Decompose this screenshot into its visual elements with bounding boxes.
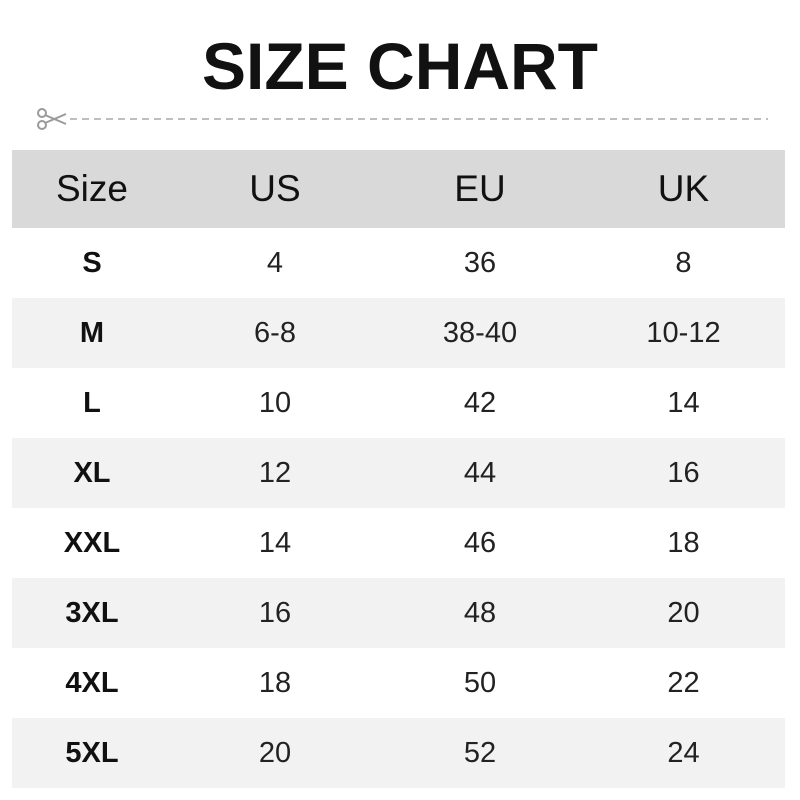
cell-size: M (79, 316, 105, 349)
size-table: Size US EU UK S 4 36 8 M 6-8 38-40 10-12 L 10 42 14… (12, 150, 785, 788)
cell-uk: 10-12 (646, 316, 721, 349)
cell-size: L (83, 386, 101, 419)
cell-eu: 50 (463, 666, 497, 699)
table-row: 5XL 20 52 24 (12, 718, 785, 788)
cell-us: 16 (258, 596, 292, 629)
table-row: S 4 36 8 (12, 228, 785, 298)
table-row: L 10 42 14 (12, 368, 785, 438)
table-row: 3XL 16 48 20 (12, 578, 785, 648)
column-header-eu: EU (454, 168, 506, 209)
cell-eu: 46 (463, 526, 497, 559)
cell-eu: 42 (463, 386, 497, 419)
cell-us: 18 (258, 666, 292, 699)
cell-uk: 18 (667, 526, 700, 559)
table-row: XL 12 44 16 (12, 438, 785, 508)
cell-uk: 20 (667, 596, 700, 629)
cell-eu: 44 (463, 456, 497, 489)
cell-us: 4 (266, 246, 284, 279)
cell-us: 6-8 (254, 316, 296, 349)
cell-size: XXL (63, 526, 121, 559)
column-header-uk: UK (657, 168, 710, 209)
cell-size: 4XL (65, 666, 119, 699)
scissors-icon (37, 108, 67, 130)
cell-us: 10 (258, 386, 292, 419)
cell-uk: 16 (667, 456, 700, 489)
cell-eu: 52 (463, 736, 497, 769)
page-title: SIZE CHART (202, 29, 598, 103)
cell-us: 12 (258, 456, 292, 489)
cell-uk: 8 (675, 246, 692, 279)
column-header-us: US (249, 168, 301, 209)
cell-size: XL (73, 456, 111, 489)
cell-eu: 38-40 (442, 316, 518, 349)
cell-us: 14 (258, 526, 292, 559)
cell-size: 3XL (65, 596, 119, 629)
cut-line (37, 108, 768, 130)
cell-us: 20 (258, 736, 292, 769)
table-row: 4XL 18 50 22 (12, 648, 785, 718)
cell-size: S (82, 246, 102, 279)
cell-eu: 36 (463, 246, 497, 279)
table-row: XXL 14 46 18 (12, 508, 785, 578)
cell-uk: 14 (667, 386, 700, 419)
column-header-size: Size (56, 168, 128, 209)
cell-eu: 48 (463, 596, 497, 629)
cell-uk: 22 (667, 666, 700, 699)
table-row: M 6-8 38-40 10-12 (12, 298, 785, 368)
cell-size: 5XL (65, 736, 119, 769)
cell-uk: 24 (667, 736, 700, 769)
table-header-row: Size US EU UK (12, 150, 785, 228)
